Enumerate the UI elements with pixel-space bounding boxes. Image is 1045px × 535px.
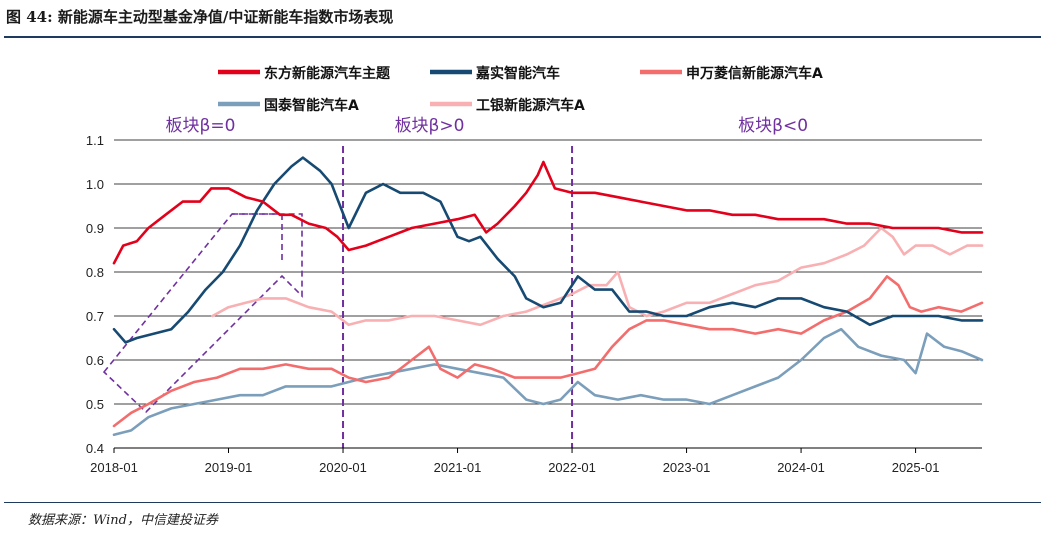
x-tick-label: 2020-01 bbox=[319, 460, 367, 475]
legend-label-4: 国泰智能汽车A bbox=[264, 97, 359, 114]
dashed-arrow-annotation bbox=[102, 213, 303, 414]
chart-area: 东方新能源汽车主题 嘉实智能汽车 申万菱信新能源汽车A 国泰智能汽车A 工银新能源汽车A… bbox=[86, 65, 984, 475]
series-line-1 bbox=[112, 160, 984, 265]
series-line-4 bbox=[112, 327, 984, 437]
regime-label: 板块β>0 bbox=[395, 116, 465, 136]
y-tick-label: 1.1 bbox=[86, 133, 104, 148]
x-tick-label: 2024-01 bbox=[777, 460, 825, 475]
legend: 东方新能源汽车主题 嘉实智能汽车 申万菱信新能源汽车A 国泰智能汽车A 工银新能源汽车A bbox=[218, 65, 823, 114]
series-line-5 bbox=[211, 226, 984, 327]
legend-label-2: 嘉实智能汽车 bbox=[475, 65, 560, 82]
series-line-3 bbox=[112, 275, 984, 428]
y-tick-label: 0.8 bbox=[86, 265, 104, 280]
title-rule bbox=[4, 36, 1041, 38]
legend-label-3: 申万菱信新能源汽车A bbox=[686, 65, 823, 82]
regime-labels: 板块β=0 板块β>0 板块β<0 bbox=[166, 116, 808, 136]
arrow-outline bbox=[102, 213, 303, 414]
legend-label-5: 工银新能源汽车A bbox=[476, 97, 585, 114]
y-tick-label: 0.6 bbox=[86, 353, 104, 368]
figure-title: 图 44: 新能源车主动型基金净值/中证新能车指数市场表现 bbox=[6, 8, 394, 26]
series-line-2 bbox=[112, 156, 984, 344]
y-tick-label: 0.5 bbox=[86, 397, 104, 412]
source-note: 数据来源：Wind，中信建投证券 bbox=[28, 513, 218, 528]
regime-label: 板块β=0 bbox=[166, 116, 236, 136]
x-tick-label: 2018-01 bbox=[90, 460, 138, 475]
x-tick-label: 2021-01 bbox=[434, 460, 482, 475]
regime-dividers bbox=[342, 146, 574, 448]
arrow-head bbox=[232, 213, 283, 262]
y-tick-label: 0.7 bbox=[86, 309, 104, 324]
series-lines bbox=[112, 156, 984, 437]
legend-label-1: 东方新能源汽车主题 bbox=[264, 65, 391, 82]
y-tick-label: 0.4 bbox=[86, 441, 104, 456]
x-tick-label: 2022-01 bbox=[548, 460, 596, 475]
x-tick-label: 2023-01 bbox=[663, 460, 711, 475]
y-tick-label: 1.0 bbox=[86, 177, 104, 192]
y-tick-label: 0.9 bbox=[86, 221, 104, 236]
footer-rule bbox=[4, 502, 1041, 503]
axes: 0.4 0.5 0.6 0.7 0.8 0.9 1.0 1.1 2018-01 2019-01 20… bbox=[86, 133, 982, 475]
x-tick-label: 2019-01 bbox=[205, 460, 253, 475]
x-tick-label: 2025-01 bbox=[892, 460, 940, 475]
regime-label: 板块β<0 bbox=[738, 116, 808, 136]
